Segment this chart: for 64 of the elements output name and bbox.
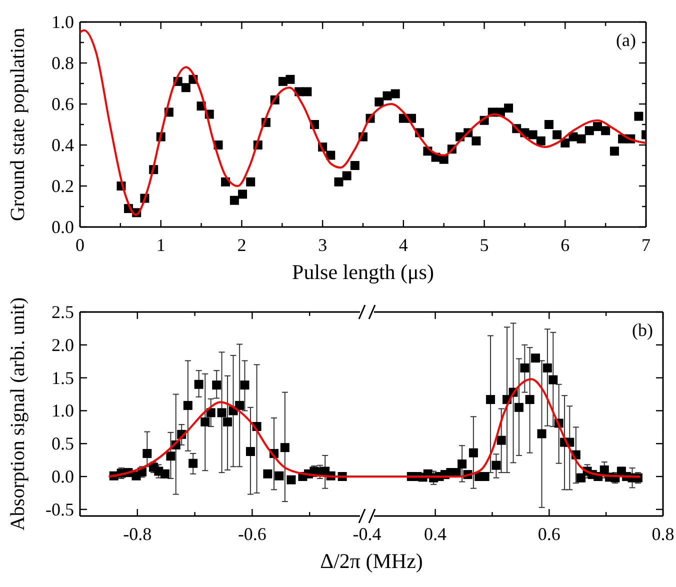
y-tick-label: 0.4 bbox=[52, 135, 74, 155]
point bbox=[537, 429, 546, 438]
y-tick-label: 1.0 bbox=[52, 12, 74, 32]
y-tick-label: 0.8 bbox=[52, 53, 74, 73]
point bbox=[235, 400, 244, 410]
x-axis-title: Pulse length (μs) bbox=[292, 260, 434, 284]
y-tick-label: 0.6 bbox=[52, 94, 74, 114]
x-tick-label: -0.6 bbox=[238, 524, 266, 544]
point bbox=[486, 395, 496, 404]
point bbox=[496, 436, 506, 445]
point bbox=[548, 375, 558, 384]
y-tick-label: -0.5 bbox=[46, 499, 74, 520]
x-tick-label: 2 bbox=[237, 235, 246, 255]
x-tick-label: -0.4 bbox=[352, 524, 382, 544]
point bbox=[480, 472, 490, 482]
point bbox=[240, 380, 250, 390]
y-tick-label: 1.5 bbox=[52, 368, 74, 388]
point bbox=[468, 448, 478, 458]
point bbox=[525, 395, 534, 404]
y-axis-title: Ground state population bbox=[7, 28, 29, 222]
x-tick-label: -0.8 bbox=[123, 524, 152, 544]
point bbox=[200, 417, 210, 426]
point bbox=[194, 380, 204, 389]
x-tick-label: 6 bbox=[560, 235, 570, 255]
y-tick-label: 0.5 bbox=[52, 434, 74, 454]
annotation: (b) bbox=[632, 320, 653, 340]
point bbox=[166, 452, 176, 461]
point bbox=[183, 400, 192, 410]
point bbox=[274, 471, 284, 480]
point bbox=[492, 460, 501, 470]
x-tick-label: 7 bbox=[642, 235, 650, 255]
point bbox=[217, 408, 226, 418]
x-tick-label: 0.8 bbox=[652, 524, 674, 544]
y-tick-label: 0.0 bbox=[52, 217, 74, 237]
point bbox=[212, 380, 222, 390]
annotation: (a) bbox=[616, 30, 636, 50]
x-tick-label: 1 bbox=[156, 235, 166, 255]
y-tick-label: 2.5 bbox=[52, 302, 74, 322]
x-axis-title: Δ/2π (MHz) bbox=[320, 549, 423, 573]
point bbox=[263, 469, 272, 478]
y-axis-title: Absorption signal (arbi. unit) bbox=[7, 297, 29, 531]
point bbox=[223, 417, 232, 426]
point bbox=[458, 460, 467, 469]
point bbox=[286, 475, 296, 484]
y-tick-label: 0.0 bbox=[52, 466, 74, 487]
x-tick-label: 0.4 bbox=[424, 524, 447, 544]
point bbox=[514, 402, 524, 412]
point bbox=[520, 363, 530, 372]
point bbox=[280, 443, 290, 452]
x-tick-label: 3 bbox=[318, 235, 328, 255]
point bbox=[246, 447, 255, 456]
point bbox=[188, 458, 198, 468]
y-tick-label: 2.0 bbox=[52, 334, 74, 355]
line-series bbox=[80, 29, 646, 216]
point bbox=[142, 448, 152, 458]
x-tick-label: 5 bbox=[480, 235, 489, 255]
x-tick-label: 0 bbox=[76, 235, 84, 255]
x-tick-label: 4 bbox=[398, 235, 408, 255]
x-tick-label: 0.6 bbox=[538, 524, 560, 544]
y-tick-label: 1.0 bbox=[52, 400, 74, 421]
point bbox=[542, 363, 552, 372]
point bbox=[530, 354, 540, 363]
point bbox=[206, 408, 216, 418]
y-tick-label: 0.2 bbox=[52, 176, 74, 196]
